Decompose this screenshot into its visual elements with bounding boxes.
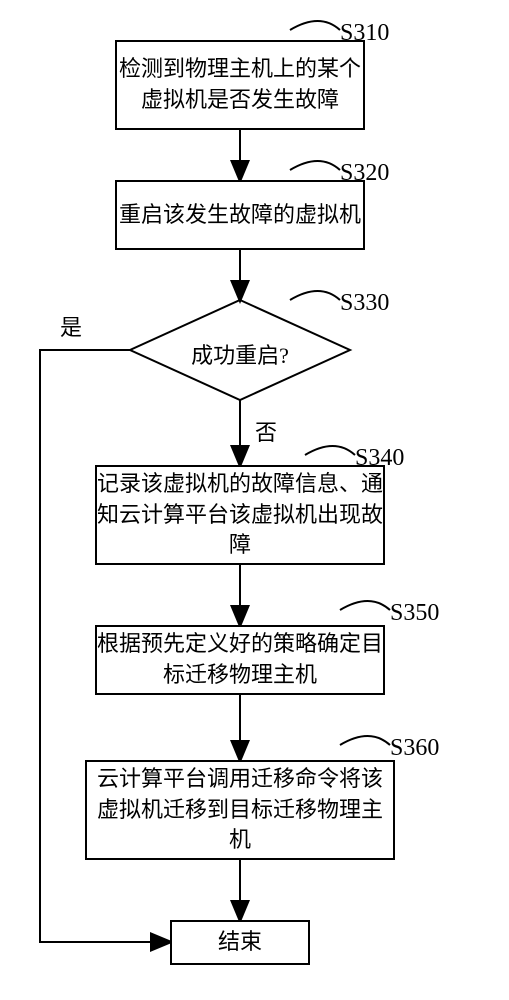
edge-label-yes: 是 [60,310,82,342]
step-label-s350: S350 [390,600,439,627]
step-label-s330: S330 [340,290,389,317]
node-s350: 根据预先定义好的策略确定目标迁移物理主机 [95,625,385,695]
node-text: 根据预先定义好的策略确定目标迁移物理主机 [97,629,383,691]
node-end: 结束 [170,920,310,965]
node-text: 检测到物理主机上的某个虚拟机是否发生故障 [117,54,363,116]
step-label-s340: S340 [355,445,404,472]
node-s340: 记录该虚拟机的故障信息、通知云计算平台该虚拟机出现故障 [95,465,385,565]
node-text: 记录该虚拟机的故障信息、通知云计算平台该虚拟机出现故障 [97,469,383,561]
step-label-s320: S320 [340,160,389,187]
node-text: 重启该发生故障的虚拟机 [119,200,361,231]
edge-label-no: 否 [255,415,277,447]
node-s360: 云计算平台调用迁移命令将该虚拟机迁移到目标迁移物理主机 [85,760,395,860]
node-s310: 检测到物理主机上的某个虚拟机是否发生故障 [115,40,365,130]
node-text: 成功重启? [191,343,289,368]
step-label-s360: S360 [390,735,439,762]
step-label-s310: S310 [340,20,389,47]
node-s320: 重启该发生故障的虚拟机 [115,180,365,250]
node-text: 结束 [218,927,262,958]
node-text: 云计算平台调用迁移命令将该虚拟机迁移到目标迁移物理主机 [87,764,393,856]
node-s330-text: 成功重启? [180,338,300,370]
